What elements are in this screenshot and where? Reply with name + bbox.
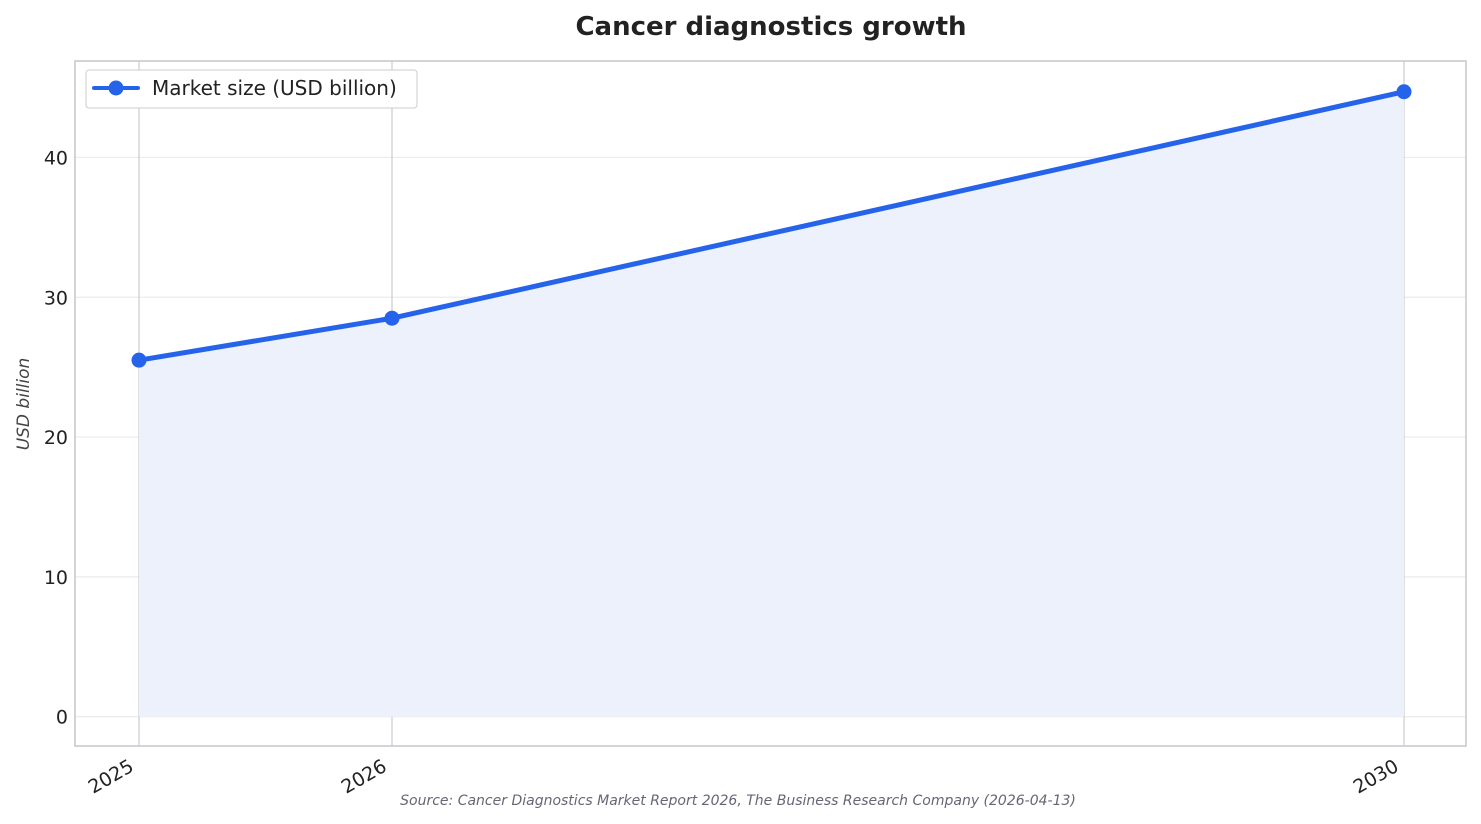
legend-box [85,69,418,109]
source-note: Source: Cancer Diagnostics Market Report… [400,793,1076,809]
data-point [131,352,147,368]
x-tick-label: 2030 [1350,755,1403,798]
legend-dot-marker [108,80,124,96]
y-tick-label: 40 [44,147,68,169]
y-tick-label: 10 [44,567,68,589]
series-area [139,91,1404,717]
data-point [384,310,400,326]
x-tick-label: 2026 [338,755,391,798]
legend-label: Market size (USD billion) [152,76,397,100]
legend: Market size (USD billion) [85,69,418,109]
x-tick-label: 2025 [85,755,138,798]
data-points [131,84,1412,368]
data-point [1396,84,1412,100]
y-tick-label: 20 [44,427,68,449]
y-axis-label: USD billion [14,358,34,451]
y-tick-label: 30 [44,287,68,309]
y-tick-labels: 0 10 20 30 40 [44,147,68,728]
area-fill [139,91,1404,717]
plot-frame [74,60,1467,747]
chart-title: Cancer diagnostics growth [575,12,966,42]
y-tick-label: 0 [56,707,68,729]
